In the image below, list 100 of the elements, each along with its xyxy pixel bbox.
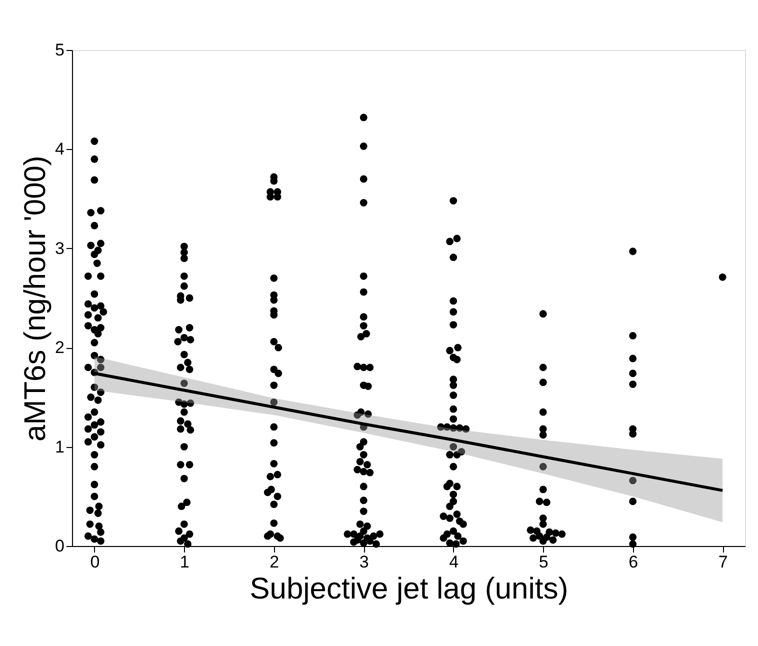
point [549, 536, 557, 544]
point [440, 512, 448, 520]
point [360, 288, 368, 296]
point [446, 238, 454, 246]
point [530, 534, 537, 542]
point [264, 488, 272, 496]
point [629, 476, 637, 484]
point [86, 520, 94, 528]
point [94, 330, 102, 338]
point [90, 421, 98, 429]
point [460, 520, 467, 528]
point [90, 451, 98, 458]
point [90, 290, 98, 298]
point [183, 498, 191, 506]
point [270, 382, 278, 389]
point [84, 532, 92, 540]
point [180, 272, 188, 280]
point [364, 410, 372, 418]
x-tick-label: 2 [270, 552, 280, 572]
x-tick-label: 3 [359, 552, 369, 572]
point [270, 296, 278, 304]
point [90, 222, 98, 230]
point [180, 520, 188, 528]
point [90, 338, 98, 346]
point [360, 322, 368, 330]
point [360, 199, 368, 206]
point [270, 423, 278, 431]
point [276, 534, 284, 542]
point [97, 537, 104, 545]
point [180, 400, 188, 408]
point [362, 330, 370, 338]
point [354, 411, 362, 419]
point [450, 490, 458, 498]
point [97, 388, 104, 396]
point [90, 138, 98, 145]
point [84, 300, 92, 308]
point [90, 155, 98, 163]
point [539, 520, 547, 528]
point [186, 530, 194, 538]
x-axis-title: Subjective jet lag (units) [250, 572, 568, 606]
point [446, 514, 454, 522]
point [90, 176, 98, 184]
x-tick-label: 0 [90, 552, 100, 572]
point [90, 352, 98, 360]
point [539, 408, 547, 416]
point [90, 250, 98, 258]
point [97, 240, 104, 248]
point [452, 540, 460, 548]
point [184, 420, 192, 428]
point [356, 443, 364, 450]
point [450, 527, 458, 535]
y-tick-label: 5 [55, 40, 64, 60]
point [453, 510, 461, 518]
point [360, 438, 368, 446]
point [90, 384, 98, 391]
point [450, 308, 458, 316]
point [542, 498, 550, 506]
point [180, 254, 188, 262]
point [186, 460, 194, 468]
point [454, 344, 462, 352]
point [180, 408, 188, 416]
point [450, 405, 458, 413]
x-tick-label: 4 [449, 552, 459, 572]
point [539, 462, 547, 470]
point [274, 470, 282, 478]
point [86, 506, 94, 514]
point [364, 522, 371, 530]
point [97, 324, 104, 332]
x-tick-label: 1 [180, 552, 190, 572]
point [360, 142, 368, 150]
point [176, 425, 184, 433]
y-tick-label: 4 [55, 140, 64, 159]
point [97, 364, 104, 372]
point [186, 294, 194, 302]
point [629, 248, 637, 256]
point [450, 376, 458, 384]
point [95, 522, 103, 530]
point [175, 527, 182, 535]
point [176, 537, 184, 545]
point [84, 438, 92, 446]
point [450, 321, 458, 328]
point [266, 193, 274, 201]
point [97, 272, 104, 280]
x-tick-label: 5 [538, 552, 548, 572]
point [90, 480, 98, 488]
point [97, 441, 104, 449]
point [97, 207, 104, 214]
point [450, 462, 458, 470]
point [446, 502, 454, 510]
point [186, 426, 194, 434]
point [180, 474, 188, 482]
point [176, 460, 184, 468]
point [90, 492, 98, 500]
point [274, 193, 282, 201]
point [93, 260, 101, 267]
point [84, 425, 92, 433]
point [539, 537, 547, 545]
point [629, 540, 637, 548]
point [270, 366, 278, 374]
point [354, 466, 362, 474]
